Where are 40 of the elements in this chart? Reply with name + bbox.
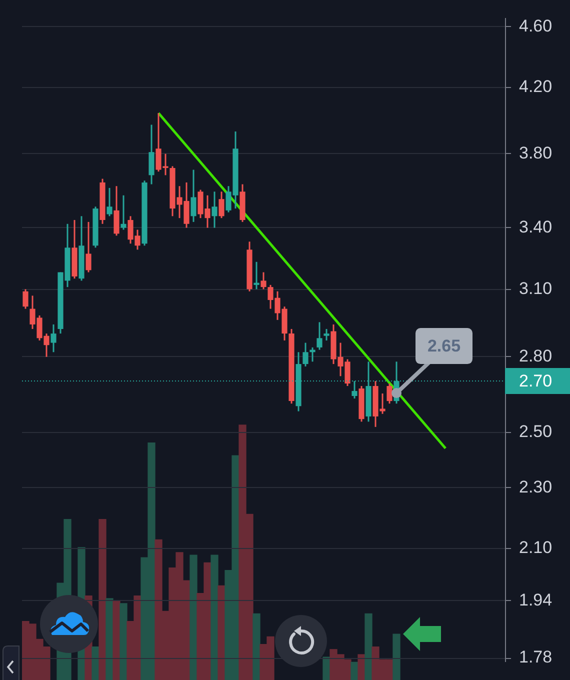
candlestick <box>50 324 56 353</box>
candlestick <box>148 124 154 186</box>
candlestick <box>254 261 260 290</box>
candlestick <box>316 321 322 351</box>
y-tick-label: 2.30 <box>519 477 552 496</box>
y-tick-label: 3.10 <box>519 278 552 298</box>
y-tick-label: 2.50 <box>519 422 552 441</box>
ref-line-label: 2.70 <box>519 372 552 391</box>
bar <box>252 613 260 680</box>
candlestick <box>190 169 196 223</box>
candlestick <box>302 342 308 368</box>
candlestick <box>120 194 126 230</box>
y-tick-label: 2.10 <box>519 538 552 557</box>
candlestick <box>386 382 392 404</box>
bar <box>350 662 358 680</box>
bar <box>106 598 114 680</box>
y-tick-label: 4.60 <box>519 16 552 36</box>
bar <box>392 634 400 680</box>
bar <box>98 519 106 680</box>
candlestick <box>212 190 218 229</box>
y-tick-label: 2.80 <box>519 346 552 366</box>
candlestick <box>106 187 112 217</box>
candlestick <box>22 288 28 310</box>
y-tick-label: 3.80 <box>519 144 552 163</box>
bar <box>120 603 128 680</box>
annotation: 2.65 <box>427 336 461 356</box>
y-tick-label: 1.78 <box>519 648 552 667</box>
candlestick <box>324 328 330 342</box>
candlestick <box>218 190 224 219</box>
candlestick <box>86 221 92 274</box>
candlestick <box>114 185 120 236</box>
y-tick-label: 4.20 <box>519 76 552 96</box>
bar <box>190 554 198 680</box>
bar <box>364 613 372 680</box>
candlestick <box>260 272 266 290</box>
bar <box>210 554 218 680</box>
y-tick-label: 3.40 <box>519 217 552 236</box>
bar <box>112 600 120 680</box>
y-tick-label: 1.94 <box>519 590 552 610</box>
candlestick <box>310 346 316 362</box>
